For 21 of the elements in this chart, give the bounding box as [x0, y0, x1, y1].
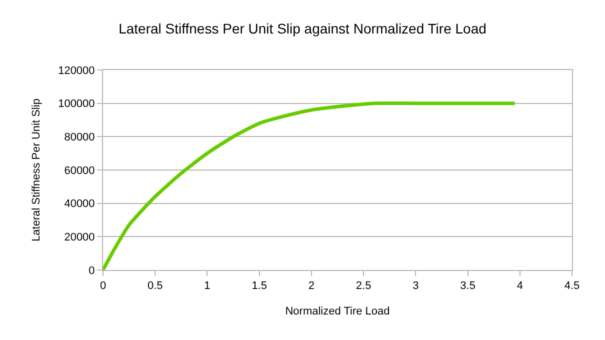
y-tick-label: 40000 — [64, 198, 95, 210]
x-tick-label: 3.5 — [460, 280, 476, 292]
y-tick-label: 60000 — [64, 164, 95, 177]
x-tick-label: 0.5 — [147, 280, 163, 292]
x-tick-label: 2.5 — [356, 280, 372, 292]
x-axis-title: Normalized Tire Load — [285, 305, 390, 318]
x-tick-label: 2 — [308, 280, 315, 292]
x-tick-label: 4.5 — [564, 280, 580, 292]
x-tick-label: 1 — [204, 280, 210, 292]
x-tick-label: 4 — [516, 280, 523, 292]
chart-title: Lateral Stiffness Per Unit Slip against Normalized Tire Load — [118, 20, 486, 37]
x-tick-label: 0 — [100, 280, 106, 292]
y-tick-label: 120000 — [58, 64, 95, 77]
y-tick-label: 20000 — [64, 232, 95, 244]
y-axis-title: Lateral Stiffness Per Unit Slip — [30, 98, 43, 242]
line-series — [103, 101, 516, 270]
x-tick-label: 3 — [412, 280, 419, 292]
y-tick-label: 0 — [88, 264, 95, 277]
y-tick-label: 100000 — [58, 98, 95, 110]
x-tick-label: 1.5 — [252, 280, 267, 292]
y-tick-label: 80000 — [64, 132, 95, 144]
